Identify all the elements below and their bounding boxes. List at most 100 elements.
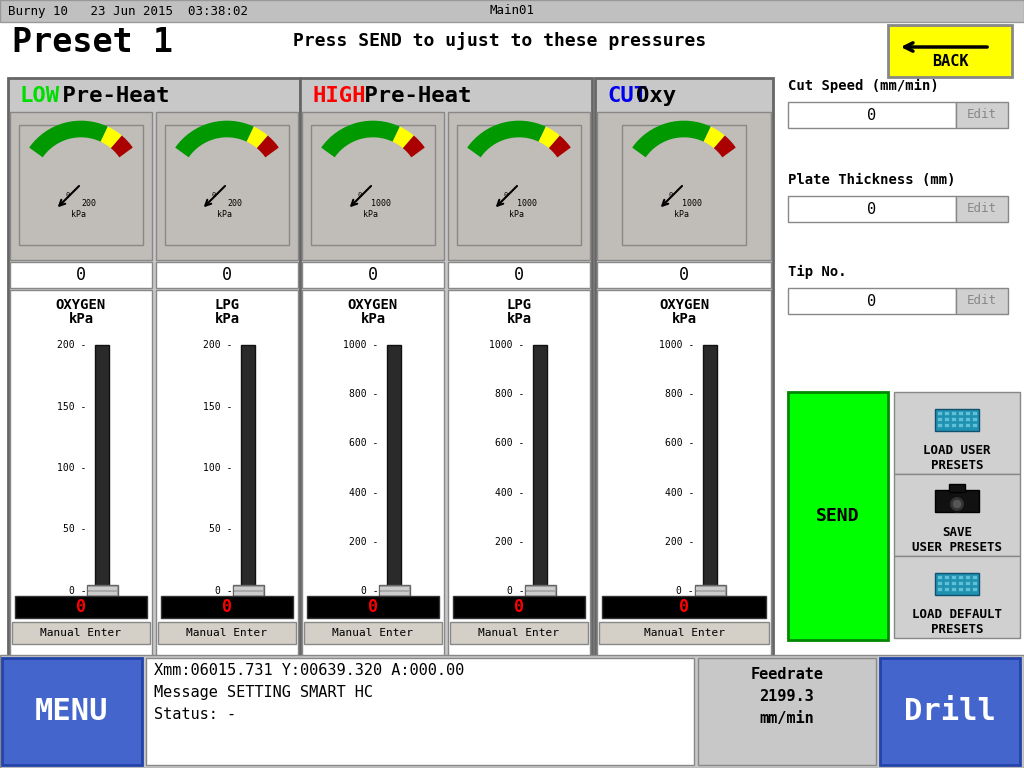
Text: Drill: Drill [904,697,996,726]
Bar [958,411,963,415]
Bar [944,423,949,427]
Text: 400 -: 400 - [349,488,378,498]
Bar [380,592,409,595]
Bar [965,587,970,591]
Text: 1000 -: 1000 - [658,340,694,350]
Text: Xmm:06015.731 Y:00639.320 A:000.00: Xmm:06015.731 Y:00639.320 A:000.00 [154,663,464,678]
Bar [956,102,1008,128]
Bar [951,587,956,591]
Bar [958,423,963,427]
Bar [15,596,147,618]
Bar [146,658,694,765]
Bar [788,288,956,314]
Text: 0: 0 [514,598,524,616]
Bar [158,622,296,644]
Text: 0: 0 [679,266,689,284]
Bar [453,596,585,618]
Text: 0: 0 [66,192,70,198]
Bar [958,581,963,585]
Text: LOAD DEFAULT
PRESETS: LOAD DEFAULT PRESETS [912,608,1002,636]
Bar [0,0,1024,22]
Bar [965,423,970,427]
Bar [304,622,442,644]
Bar [156,290,298,656]
Text: 200 -: 200 - [57,340,86,350]
Text: 1000: 1000 [682,199,702,208]
Text: Main01: Main01 [489,5,535,18]
Bar [525,585,556,599]
Text: 150 -: 150 - [57,402,86,412]
Bar [937,581,942,585]
Text: 600 -: 600 - [495,439,524,449]
Text: Pre-Heat: Pre-Heat [351,86,472,106]
Text: Manual Enter: Manual Enter [643,628,725,638]
Text: 200 -: 200 - [203,340,232,350]
Text: 0 -: 0 - [507,586,524,596]
Text: Preset 1: Preset 1 [12,26,173,59]
Text: Message SETTING SMART HC: Message SETTING SMART HC [154,685,373,700]
Bar [233,587,263,590]
Text: 200: 200 [82,199,96,208]
Text: Tip No.: Tip No. [788,265,847,279]
Bar [2,658,142,765]
Text: 0: 0 [668,192,673,198]
Text: BACK: BACK [932,55,969,69]
Bar [156,112,298,260]
Text: LOAD USER
PRESETS: LOAD USER PRESETS [924,444,991,472]
Text: Manual Enter: Manual Enter [333,628,414,638]
Bar [307,596,439,618]
Text: 0 -: 0 - [69,586,86,596]
Bar [944,581,949,585]
Text: 0: 0 [514,266,524,284]
Bar [972,411,977,415]
Text: kPa: kPa [362,210,378,219]
Bar [698,658,876,765]
Bar [937,411,942,415]
Text: 0: 0 [76,598,86,616]
Bar [19,125,143,245]
Text: 400 -: 400 - [665,488,694,498]
Bar [944,587,949,591]
Text: 0: 0 [368,598,378,616]
Bar [965,581,970,585]
Bar [965,417,970,421]
Text: kPa: kPa [674,210,689,219]
Text: kPa: kPa [672,312,696,326]
Bar [597,262,771,288]
Text: OXYGEN: OXYGEN [658,298,710,312]
Text: Status: -: Status: - [154,707,237,722]
Bar [965,575,970,579]
Bar [300,78,592,658]
Bar [937,417,942,421]
Text: Manual Enter: Manual Enter [478,628,559,638]
Text: 2199.3: 2199.3 [760,689,814,704]
Text: 800 -: 800 - [665,389,694,399]
Text: 0 -: 0 - [360,586,378,596]
Bar [958,575,963,579]
Bar [232,585,264,599]
Text: Plate Thickness (mm): Plate Thickness (mm) [788,173,955,187]
Bar [379,585,410,599]
Text: kPa: kPa [214,312,240,326]
Bar [788,392,888,640]
Bar [695,587,725,590]
Text: SEND: SEND [816,507,860,525]
Bar [951,423,956,427]
Bar [242,345,255,591]
Bar [10,112,152,260]
Text: kPa: kPa [69,312,93,326]
Bar [958,417,963,421]
Bar [8,78,300,658]
Text: mm/min: mm/min [760,711,814,726]
Text: 50 -: 50 - [62,525,86,535]
Bar [695,592,725,595]
Text: 100 -: 100 - [57,463,86,473]
Bar [944,411,949,415]
Text: 0: 0 [867,293,877,309]
Bar [951,581,956,585]
Bar [595,78,773,658]
Bar [88,587,117,590]
Text: 0: 0 [503,192,507,198]
Bar [302,290,444,656]
Bar [12,622,150,644]
